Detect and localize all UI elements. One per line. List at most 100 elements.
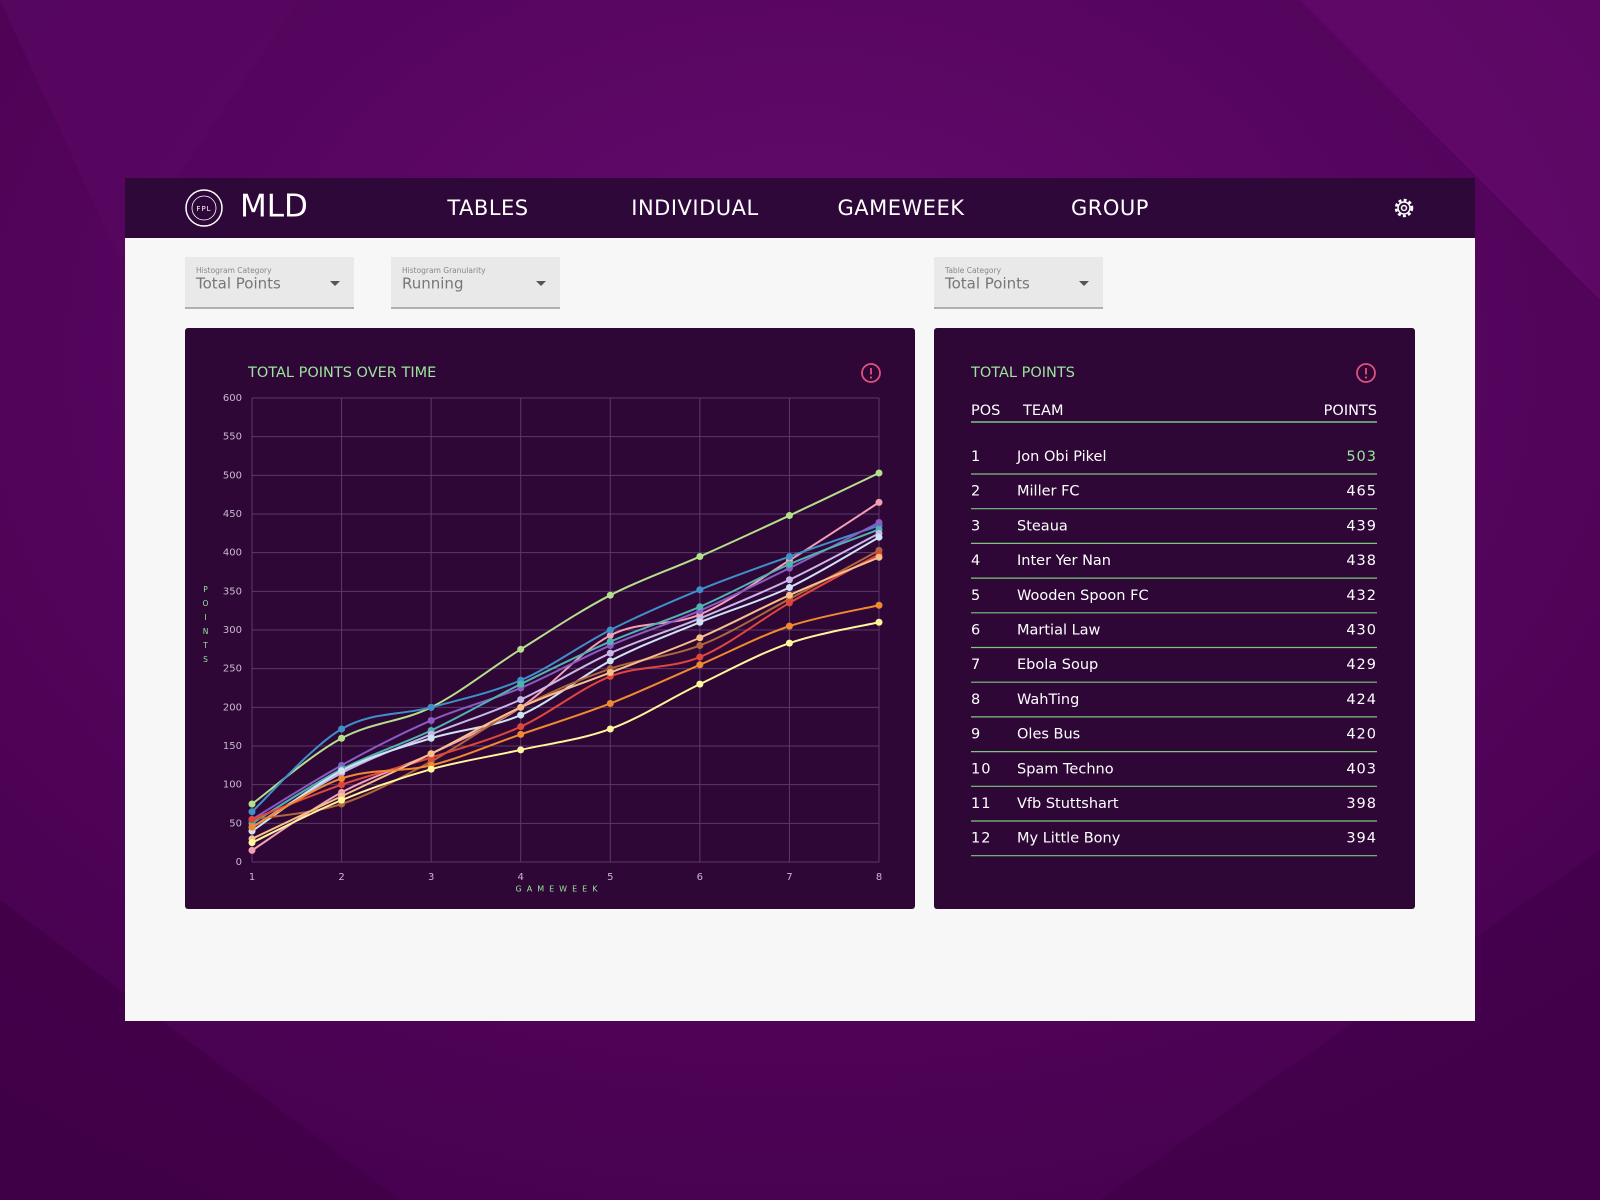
row-pos: 10 (971, 761, 991, 777)
info-icon[interactable] (1356, 363, 1376, 383)
row-pos: 7 (971, 657, 981, 673)
y-tick-label: 100 (223, 780, 242, 791)
table-title: TOTAL POINTS (970, 365, 1075, 381)
row-points: 432 (1346, 588, 1377, 604)
settings-icon[interactable] (1394, 198, 1414, 218)
row-team: Inter Yer Nan (1017, 553, 1111, 569)
dropdown-arrow (1079, 281, 1089, 286)
row-team: Martial Law (1017, 623, 1101, 639)
y-tick-label: 50 (229, 818, 242, 829)
row-team: Miller FC (1017, 484, 1080, 500)
y-tick-label: 500 (223, 470, 242, 481)
series-line (251, 549, 880, 821)
logo-text: FPL (196, 205, 211, 213)
data-point (338, 734, 346, 742)
row-points: 503 (1346, 449, 1377, 465)
data-point (785, 512, 793, 520)
data-point (696, 680, 704, 688)
gear-hub (1400, 204, 1408, 212)
data-point (875, 498, 883, 506)
data-point (875, 618, 883, 626)
data-point (606, 631, 614, 639)
data-point (875, 601, 883, 609)
series-line (251, 553, 880, 821)
table-header: TEAM (1022, 403, 1063, 419)
data-point (517, 711, 525, 719)
logo-ring (191, 195, 217, 221)
nav-item[interactable]: INDIVIDUAL (631, 196, 758, 220)
row-pos: 6 (971, 623, 981, 639)
data-point (248, 846, 256, 854)
row-points: 403 (1346, 761, 1377, 777)
data-point (606, 638, 614, 646)
data-point (248, 839, 256, 847)
data-point (427, 765, 435, 773)
dropdown-label: Histogram Granularity (402, 266, 486, 275)
data-point (875, 469, 883, 477)
data-point (427, 703, 435, 711)
row-points: 424 (1346, 692, 1377, 708)
row-pos: 11 (971, 796, 991, 812)
x-tick-label: 5 (607, 872, 613, 883)
row-pos: 2 (971, 484, 981, 500)
info-icon[interactable] (861, 363, 881, 383)
dropdown[interactable] (185, 257, 354, 308)
row-pos: 1 (971, 449, 981, 465)
series-line (251, 521, 880, 821)
bg-shape (0, 0, 300, 260)
y-tick-label: 350 (223, 586, 242, 597)
row-pos: 4 (971, 553, 981, 569)
icon-dot (869, 376, 873, 379)
row-team: Jon Obi Pikel (1016, 449, 1107, 465)
data-point (696, 603, 704, 611)
data-point (606, 649, 614, 657)
row-pos: 9 (971, 727, 981, 743)
x-tick-label: 1 (249, 872, 255, 883)
chart-title: TOTAL POINTS OVER TIME (247, 365, 436, 381)
data-point (338, 781, 346, 789)
data-point (517, 746, 525, 754)
dropdown-label: Table Category (944, 266, 1002, 275)
row-team: My Little Bony (1017, 831, 1121, 847)
series-line (251, 472, 880, 805)
x-tick-label: 6 (697, 872, 703, 883)
data-point (785, 576, 793, 584)
logo[interactable] (185, 189, 223, 227)
data-point (785, 553, 793, 561)
data-point (427, 716, 435, 724)
table-panel (934, 328, 1415, 909)
data-point (338, 725, 346, 733)
dropdown-value: Running (402, 275, 463, 293)
data-point (427, 734, 435, 742)
series-line (251, 556, 880, 840)
x-axis-label: GAMEWEEK (516, 885, 603, 894)
nav-item[interactable]: GROUP (1071, 196, 1149, 220)
nav-item[interactable]: GAMEWEEK (837, 196, 965, 220)
data-point (427, 750, 435, 758)
data-point (606, 699, 614, 707)
table-header: POINTS (1324, 403, 1377, 419)
app-title[interactable]: MLD (240, 189, 308, 225)
dropdown[interactable] (934, 257, 1103, 308)
data-point (248, 823, 256, 831)
row-points: 398 (1346, 796, 1377, 812)
data-point (606, 725, 614, 733)
icon-ring (861, 363, 881, 383)
nav-item[interactable]: TABLES (446, 196, 528, 220)
data-point (696, 586, 704, 594)
y-tick-label: 400 (223, 548, 242, 559)
data-point (248, 800, 256, 808)
gear (1397, 201, 1411, 215)
y-tick-label: 150 (223, 741, 242, 752)
y-tick-label: 200 (223, 702, 242, 713)
series-line (251, 621, 880, 844)
row-points: 394 (1346, 831, 1377, 847)
row-team: Spam Techno (1017, 761, 1114, 777)
nav-bar (125, 178, 1475, 238)
data-point (696, 641, 704, 649)
dropdown[interactable] (391, 257, 560, 308)
data-point (696, 661, 704, 669)
data-point (606, 591, 614, 599)
row-team: Oles Bus (1017, 727, 1080, 743)
